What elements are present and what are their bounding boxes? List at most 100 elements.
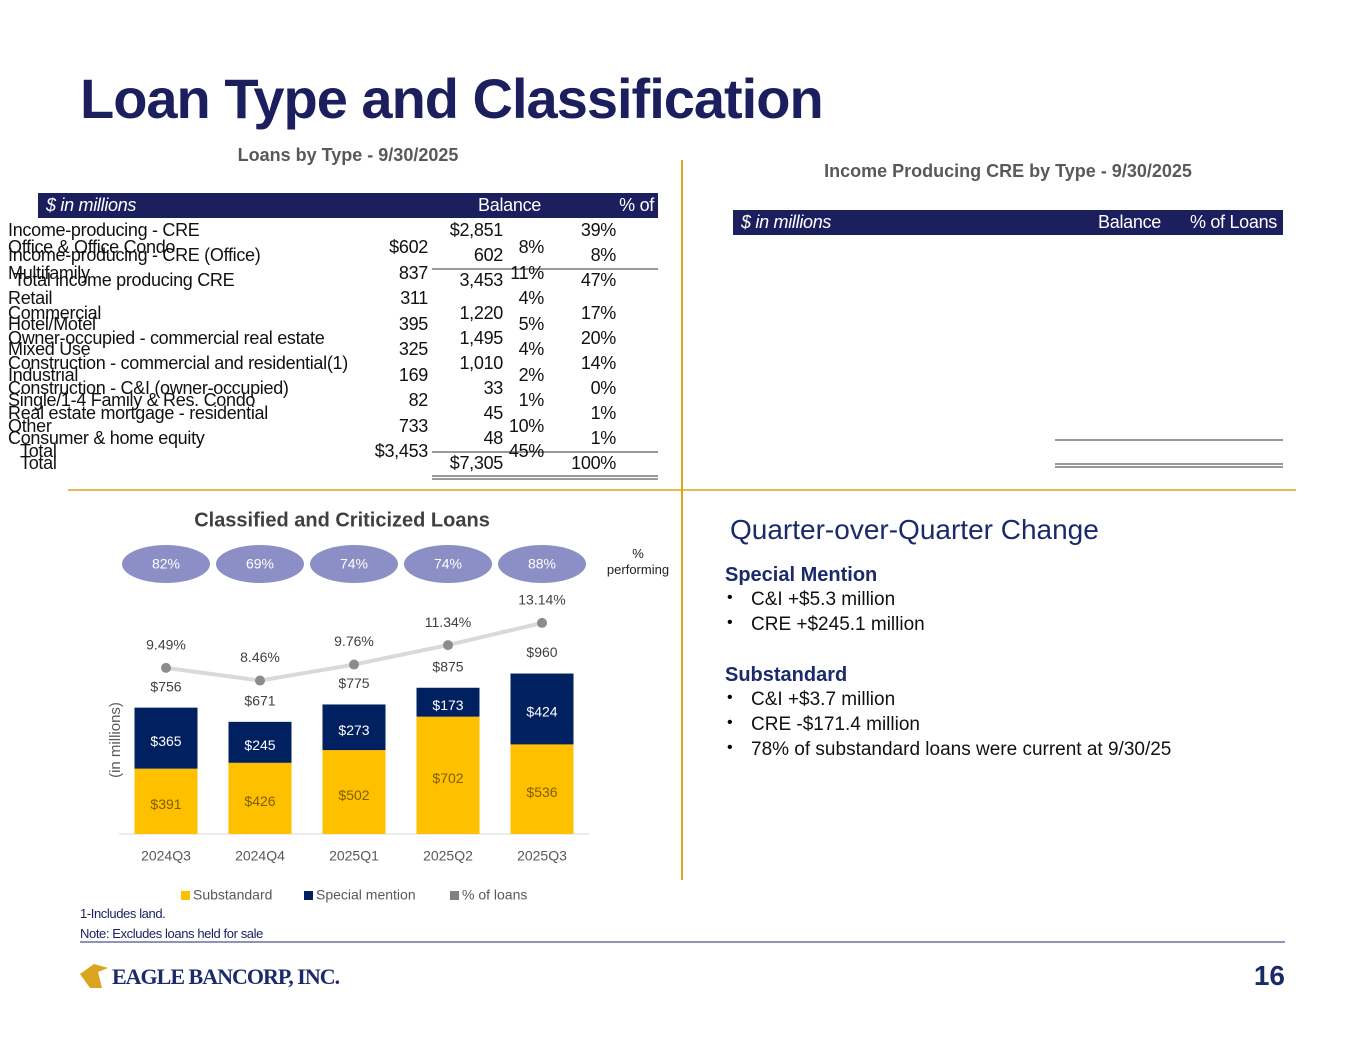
qoq-title: Quarter-over-Quarter Change [730,514,1099,545]
bar-label: $536 [526,784,557,800]
total-label: $756 [150,678,181,694]
bar-label: $273 [338,722,369,738]
performing-badge [310,545,398,583]
legend-swatch [304,891,313,900]
line-point [537,617,547,628]
cell: 3,453 [459,270,503,290]
cell: 20% [580,328,616,348]
cell: 14% [580,353,616,373]
cell: 33 [483,378,504,398]
performing-label: 88% [528,556,556,572]
cell: 45 [483,403,504,423]
bar-label: $173 [432,697,463,713]
cell: Mixed Use [8,339,91,359]
x-tick-label: 2025Q3 [517,848,567,864]
cell: 1,220 [459,303,503,323]
cell: 0% [590,378,617,398]
cell: Consumer & home equity [8,428,205,448]
bar [228,721,292,763]
cell: 4% [518,339,545,359]
line-point [443,640,453,651]
cell: Construction - commercial and residentia… [8,353,348,373]
cell: 395 [398,313,428,334]
bar [322,750,386,834]
performing-title: % performing [607,546,669,577]
legend-label: % of loans [462,887,527,903]
cell: % of Loans [1189,212,1277,232]
cell: $ in millions [741,212,832,232]
bar-label: $426 [244,793,275,809]
bar-label: $391 [150,796,181,812]
x-tick-label: 2025Q2 [423,848,473,864]
cell: 5% [518,313,545,334]
cell: 602 [473,245,503,265]
bar [416,687,480,717]
cell: 39% [580,220,616,240]
performing-badge [404,545,492,583]
x-tick-label: 2025Q1 [329,848,379,864]
line-point [349,659,359,670]
cell: 100% [571,453,616,473]
x-tick-label: 2024Q4 [235,848,285,864]
cell: Construction - C&I (owner-occupied) [8,378,289,398]
cell: Balance [1098,212,1161,232]
cell: 82 [408,390,429,410]
cell: Single/1-4 Family & Res. Condo [8,390,256,410]
bar [510,673,574,745]
slide-title: Loan Type and Classification [80,67,824,130]
line [165,620,543,683]
cell: 169 [398,364,428,385]
footnote: 1-Includes land. [80,906,166,921]
y-axis-label: (in millions) [107,702,124,778]
line-label: 9.49% [146,637,186,653]
cell: Other [8,415,52,436]
footnote: Note: Excludes loans held for sale [80,926,263,941]
performing-label: 69% [246,556,274,572]
cell: Real estate mortgage - residential [8,403,268,423]
cell: Multifamily [8,262,90,283]
performing-badge [216,545,304,583]
qoq-bullet: C&I +$3.7 million [751,689,896,710]
total-label: $875 [432,658,463,674]
chart-title: Classified and Criticized Loans [194,509,490,531]
cell: 837 [398,262,428,283]
bar [510,744,574,834]
cell: Income-producing - CRE (Office) [8,245,261,265]
cell: 17% [580,303,616,323]
cell: 325 [398,339,428,359]
legend-label: Substandard [193,887,272,903]
bar-label: $365 [150,733,181,749]
performing-badge [498,545,586,583]
cell: 8% [590,245,617,265]
qoq-bullet: CRE +$245.1 million [751,614,925,635]
line-point [161,662,171,673]
line-label: 11.34% [425,614,471,630]
qoq-heading: Special Mention [725,564,878,586]
cell: $3,453 [374,441,429,461]
cell: Office & Office Condo [8,237,176,257]
cell: 311 [400,288,428,308]
line-label: 8.46% [240,649,280,665]
cell: Retail [8,288,53,308]
logo: EAGLE BANCORP, INC. [112,964,340,989]
cell: 1% [518,390,545,410]
bullet-dot: • [727,589,733,606]
legend-swatch [450,891,459,900]
cell: Balance [478,195,541,215]
logo-mark [80,964,108,988]
bullet-dot: • [727,614,733,631]
legend-swatch [181,891,190,900]
cell: Hotel/Motel [8,313,96,334]
cell: 48 [483,428,504,448]
bar-label: $702 [432,770,463,786]
cell: 8% [518,237,545,257]
cell: % of [619,195,654,215]
table-header: $ in millions Balance % of Loans [733,210,1283,235]
cell: 733 [398,415,428,436]
bar [228,762,292,834]
bar-label: $502 [338,787,369,803]
cell: 2% [518,364,545,385]
line-label: 9.76% [334,633,374,649]
cell: 1% [590,403,617,423]
